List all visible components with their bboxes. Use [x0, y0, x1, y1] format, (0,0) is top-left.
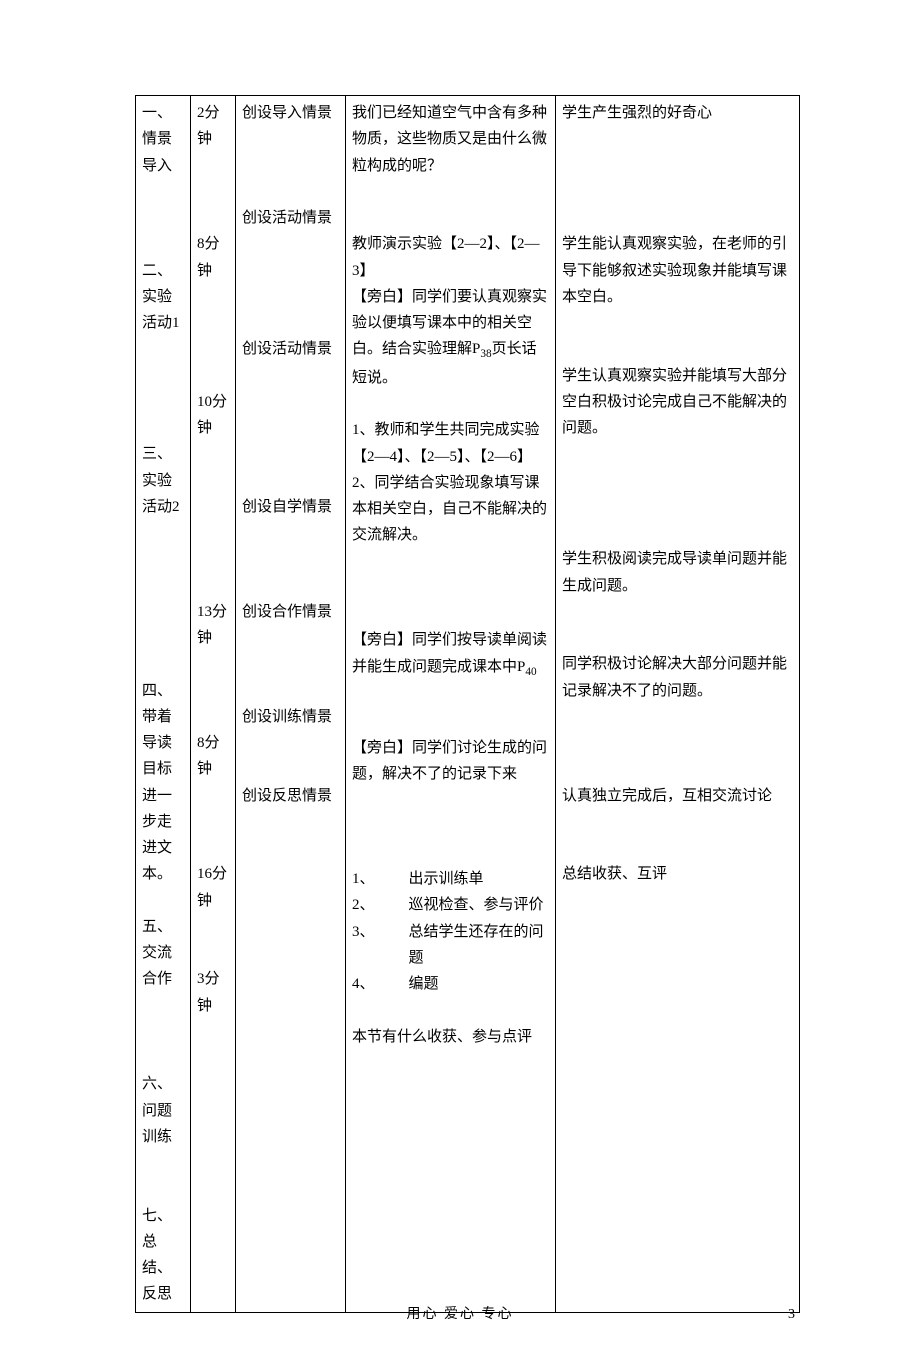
cell-times: 2分钟 8分钟 10分钟 13分钟 8分钟 16分钟: [191, 96, 236, 1313]
list-item: 3、总结学生还存在的问题: [352, 919, 549, 972]
step-2: 二、实验活动1: [142, 258, 184, 337]
scene-7: 创设反思情景: [242, 783, 339, 809]
list-txt: 编题: [387, 971, 549, 997]
time-2: 8分钟: [197, 231, 229, 284]
scene-5: 创设合作情景: [242, 599, 339, 625]
list-num: 4、: [352, 971, 387, 997]
cell-steps: 一、情景导入 二、实验活动1 三、实验活动2 四、带着导读目标进一步走进文本。 …: [136, 96, 191, 1313]
list-num: 3、: [352, 919, 387, 972]
student-r3: 学生认真观察实验并能填写大部分空白积极讨论完成自己不能解决的问题。: [562, 363, 793, 442]
teacher-p2b-sub: 38: [480, 348, 491, 360]
student-r1: 学生产生强烈的好奇心: [562, 100, 793, 126]
teacher-p3a: 1、教师和学生共同完成实验【2—4】、【2—5】、【2—6】: [352, 417, 549, 470]
step-4: 四、带着导读目标进一步走进文本。: [142, 678, 184, 888]
time-7: 3分钟: [197, 966, 229, 1019]
teacher-p4-text: 【旁白】同学们按导读单阅读并能生成问题完成课本中P: [352, 632, 547, 674]
cell-student: 学生产生强烈的好奇心 学生能认真观察实验，在老师的引导下能够叙述实验现象并能填写…: [556, 96, 800, 1313]
list-item: 1、出示训练单: [352, 866, 549, 892]
student-r6: 认真独立完成后，互相交流讨论: [562, 783, 793, 809]
step-7: 七、总结、反思: [142, 1203, 184, 1308]
time-1: 2分钟: [197, 100, 229, 153]
scene-1: 创设导入情景: [242, 100, 339, 126]
teacher-p4: 【旁白】同学们按导读单阅读并能生成问题完成课本中P40: [352, 627, 549, 682]
student-r2: 学生能认真观察实验，在老师的引导下能够叙述实验现象并能填写课本空白。: [562, 231, 793, 310]
teacher-p7: 本节有什么收获、参与点评: [352, 1024, 549, 1050]
student-r7: 总结收获、互评: [562, 861, 793, 887]
scene-4: 创设自学情景: [242, 494, 339, 520]
list-txt: 出示训练单: [387, 866, 549, 892]
list-num: 2、: [352, 892, 387, 918]
list-item: 4、编题: [352, 971, 549, 997]
list-item: 2、巡视检查、参与评价: [352, 892, 549, 918]
step-1: 一、情景导入: [142, 100, 184, 179]
step-3: 三、实验活动2: [142, 441, 184, 520]
time-3: 10分钟: [197, 389, 229, 442]
step-5: 五、交流合作: [142, 914, 184, 993]
student-r5: 同学积极讨论解决大部分问题并能记录解决不了的问题。: [562, 651, 793, 704]
scene-6: 创设训练情景: [242, 704, 339, 730]
page-number: 3: [788, 1307, 795, 1323]
teacher-p2b: 【旁白】同学们要认真观察实验以便填写课本中的相关空白。结合实验理解P38页长话短…: [352, 284, 549, 391]
time-6: 16分钟: [197, 861, 229, 914]
step-6: 六、问题训练: [142, 1071, 184, 1150]
page-footer: 用心 爱心 专心: [0, 1303, 920, 1323]
cell-teacher: 我们已经知道空气中含有多种物质，这些物质又是由什么微粒构成的呢？ 教师演示实验【…: [346, 96, 556, 1313]
time-4: 13分钟: [197, 599, 229, 652]
table-row: 一、情景导入 二、实验活动1 三、实验活动2 四、带着导读目标进一步走进文本。 …: [136, 96, 800, 1313]
teacher-list: 1、出示训练单 2、巡视检查、参与评价 3、总结学生还存在的问题 4、编题: [352, 866, 549, 997]
scene-3: 创设活动情景: [242, 336, 339, 362]
teacher-p5: 【旁白】同学们讨论生成的问题，解决不了的记录下来: [352, 735, 549, 788]
student-r4: 学生积极阅读完成导读单问题并能生成问题。: [562, 546, 793, 599]
teacher-p4-sub: 40: [525, 666, 536, 678]
list-txt: 巡视检查、参与评价: [387, 892, 549, 918]
cell-scenes: 创设导入情景 创设活动情景 创设活动情景 创设自学情景 创设合作情景 创设训练情…: [236, 96, 346, 1313]
lesson-plan-table: 一、情景导入 二、实验活动1 三、实验活动2 四、带着导读目标进一步走进文本。 …: [135, 95, 800, 1313]
time-5: 8分钟: [197, 730, 229, 783]
teacher-p3b: 2、同学结合实验现象填写课本相关空白，自己不能解决的交流解决。: [352, 470, 549, 549]
list-num: 1、: [352, 866, 387, 892]
scene-2: 创设活动情景: [242, 205, 339, 231]
list-txt: 总结学生还存在的问题: [387, 919, 549, 972]
teacher-p2a: 教师演示实验【2—2】、【2—3】: [352, 231, 549, 284]
teacher-p1: 我们已经知道空气中含有多种物质，这些物质又是由什么微粒构成的呢？: [352, 100, 549, 179]
document-page: 一、情景导入 二、实验活动1 三、实验活动2 四、带着导读目标进一步走进文本。 …: [0, 0, 920, 1353]
